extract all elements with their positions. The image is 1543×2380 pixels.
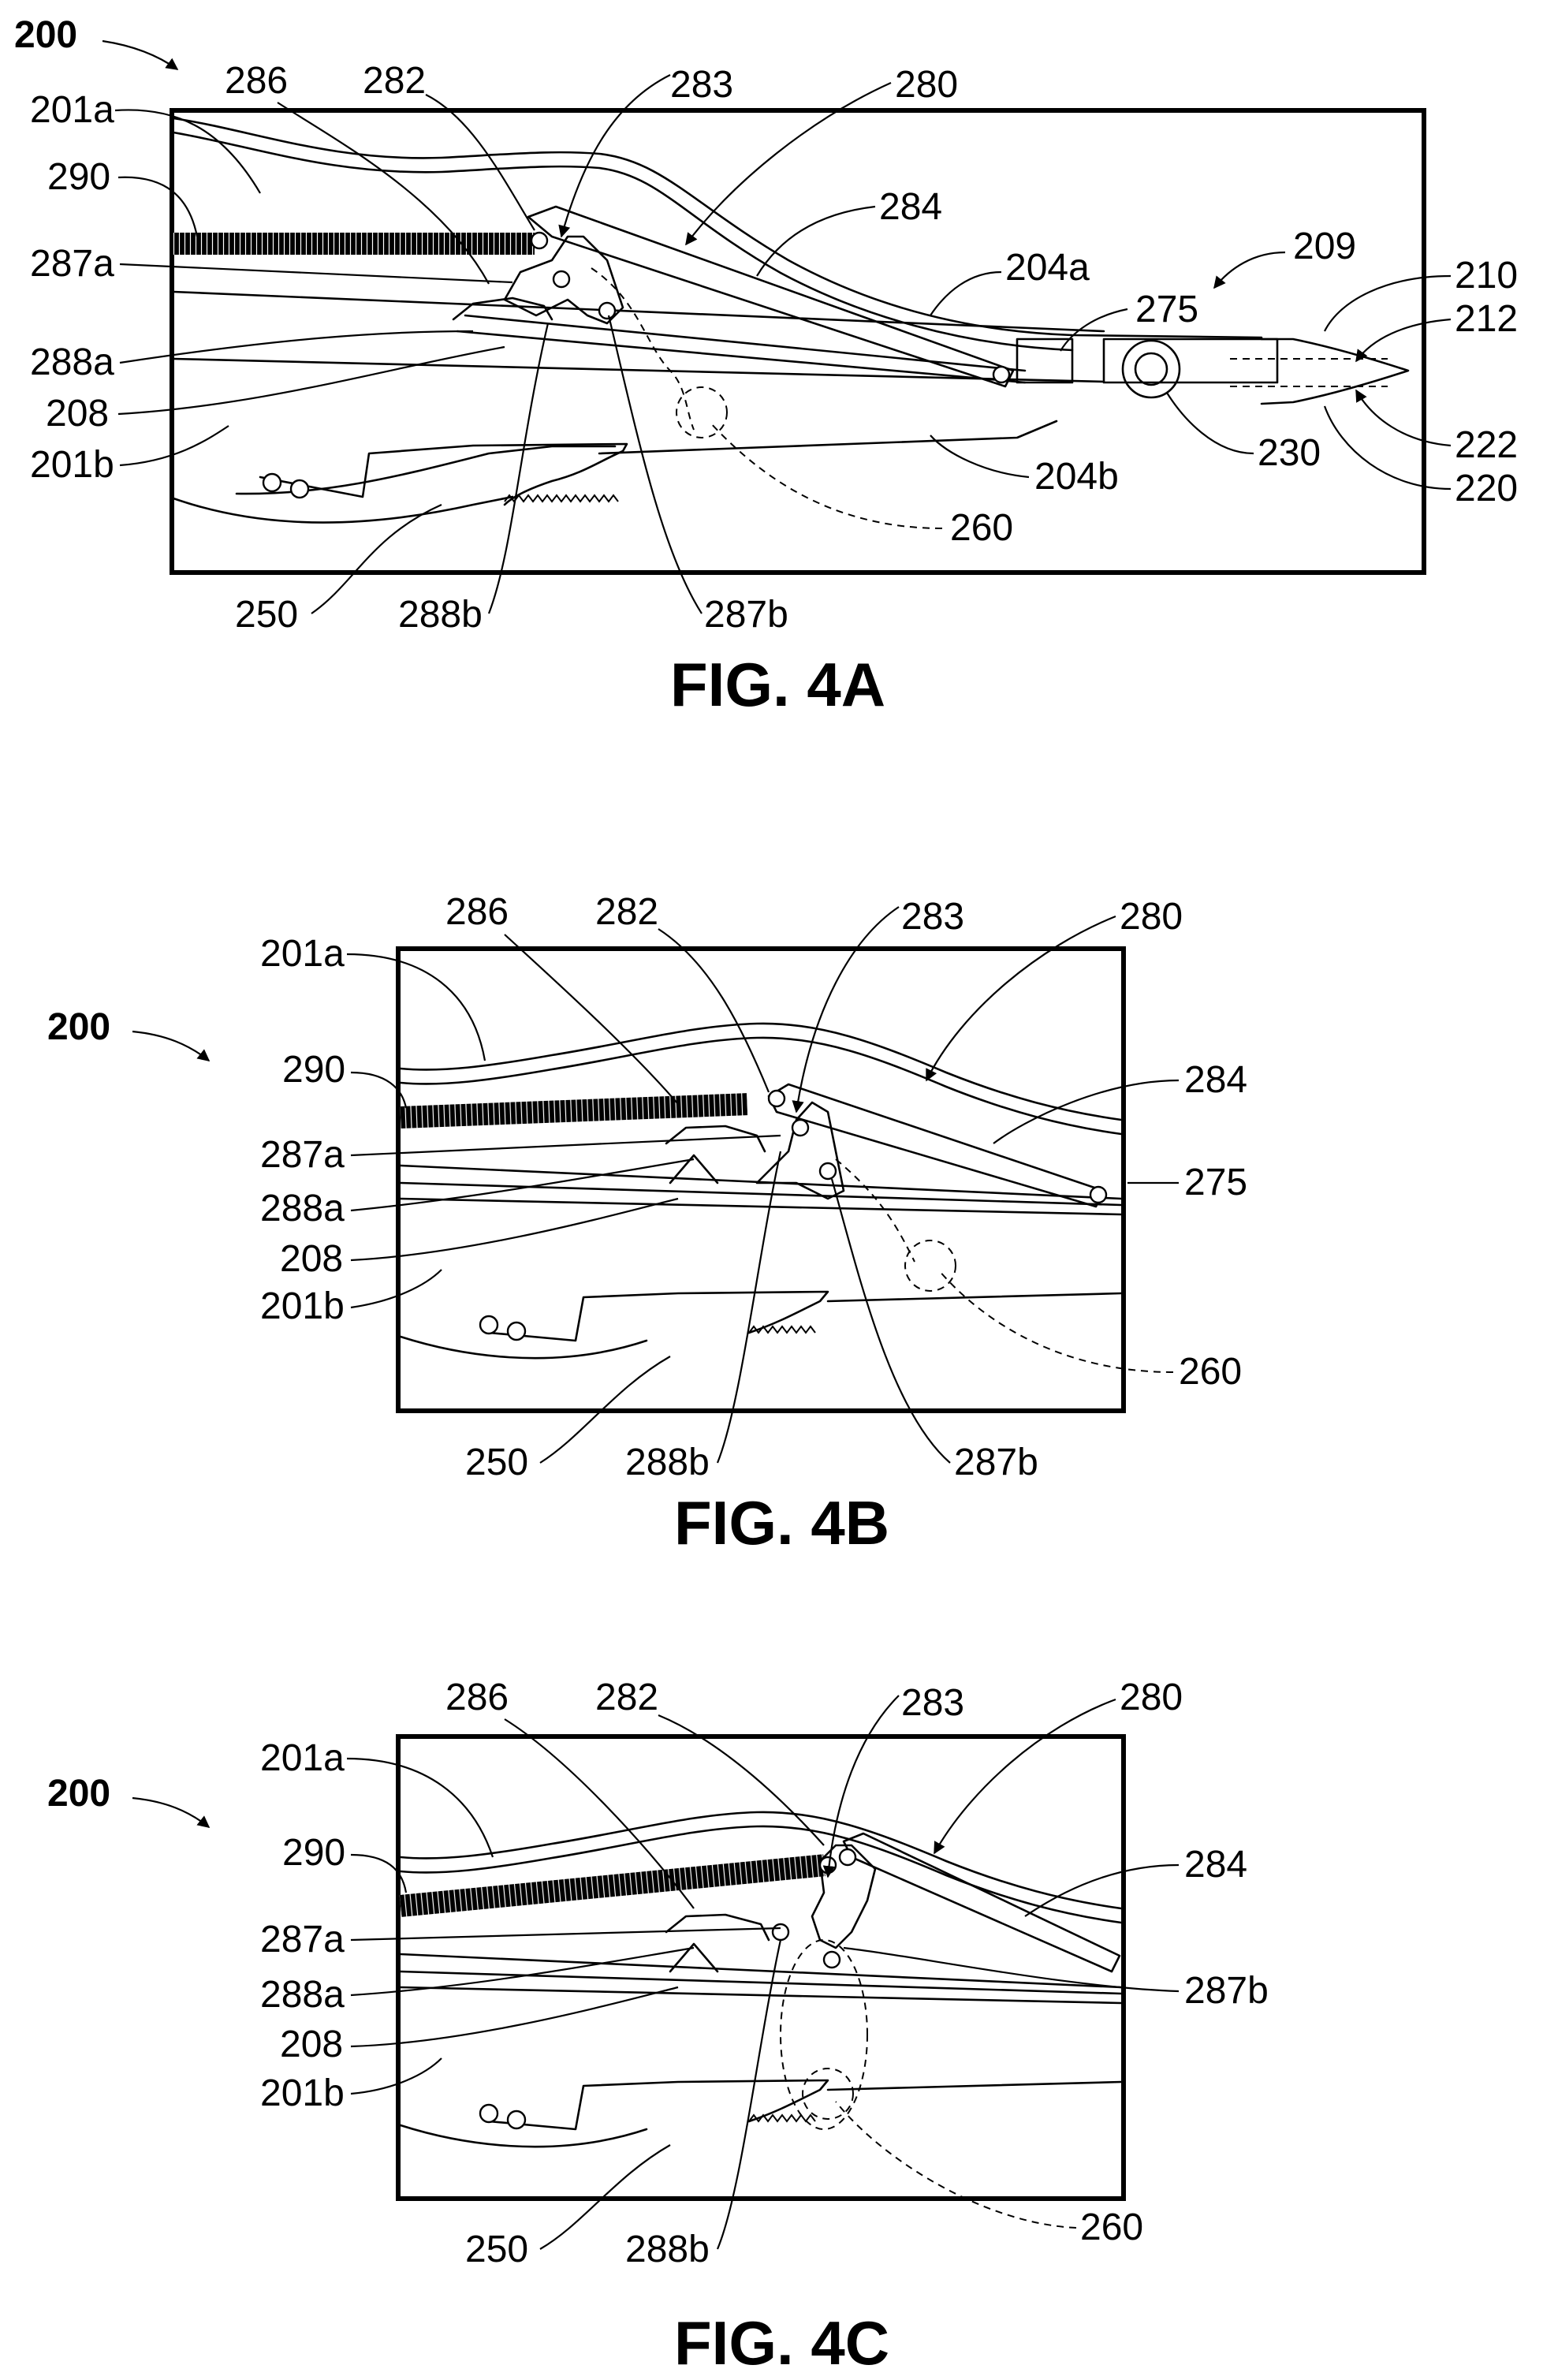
label-275: 275	[1135, 289, 1198, 330]
label-288b: 288b	[398, 594, 483, 636]
label-201a: 201a	[30, 89, 114, 131]
spring-290-b	[400, 1093, 748, 1128]
label-287b: 287b	[704, 594, 788, 636]
figure-4a: 200 201a 290 287a 288a 208 201b 286 282 …	[14, 14, 1518, 719]
spring-290-c	[399, 1854, 826, 1917]
label-280: 280	[895, 64, 958, 106]
label-209: 209	[1293, 226, 1356, 267]
caption-fig-4c: FIG. 4C	[674, 2308, 889, 2378]
ref-200-a: 200	[14, 14, 77, 56]
figure-4b-frame	[396, 946, 1126, 1413]
label-282-c: 282	[595, 1677, 658, 1718]
label-290: 290	[47, 156, 110, 198]
label-250-b: 250	[465, 1442, 528, 1483]
label-287a: 287a	[30, 243, 114, 285]
label-204b: 204b	[1034, 456, 1119, 498]
figure-4a-drawing	[172, 117, 1410, 524]
label-288a-c: 288a	[260, 1974, 345, 2016]
label-284: 284	[879, 186, 942, 228]
label-288b-c: 288b	[625, 2229, 710, 2270]
label-283: 283	[670, 64, 733, 106]
label-208-c: 208	[280, 2024, 343, 2065]
figure-4a-frame	[170, 108, 1426, 575]
label-250: 250	[235, 594, 298, 636]
label-283-c: 283	[901, 1682, 964, 1724]
label-287a-c: 287a	[260, 1919, 345, 1960]
label-222: 222	[1455, 424, 1518, 466]
label-260: 260	[950, 507, 1013, 549]
label-275-b: 275	[1184, 1162, 1247, 1203]
label-250-c: 250	[465, 2229, 528, 2270]
figure-4b-drawing	[399, 1022, 1123, 1360]
label-287b-c: 287b	[1184, 1970, 1269, 2012]
spring-290	[172, 233, 535, 255]
figure-4c-drawing	[399, 1811, 1123, 2148]
label-201a-c: 201a	[260, 1737, 345, 1779]
label-260-c: 260	[1080, 2207, 1143, 2248]
label-290-b: 290	[282, 1049, 345, 1091]
figure-4b: 200 201a 290 287a 288a 208 201b 286 282 …	[47, 891, 1247, 1557]
label-220: 220	[1455, 468, 1518, 509]
label-286-b: 286	[445, 891, 509, 933]
ref-200-b: 200	[47, 1006, 110, 1048]
label-210: 210	[1455, 255, 1518, 297]
label-208: 208	[46, 393, 109, 435]
label-208-b: 208	[280, 1238, 343, 1280]
label-286-c: 286	[445, 1677, 509, 1718]
caption-fig-4a: FIG. 4A	[670, 650, 885, 719]
label-204a: 204a	[1005, 247, 1090, 289]
label-290-c: 290	[282, 1832, 345, 1874]
label-287a-b: 287a	[260, 1134, 345, 1176]
label-280-c: 280	[1120, 1677, 1183, 1718]
label-260-b: 260	[1179, 1351, 1242, 1393]
label-201b-b: 201b	[260, 1285, 345, 1327]
label-201b-c: 201b	[260, 2072, 345, 2114]
label-283-b: 283	[901, 896, 964, 938]
label-201a-b: 201a	[260, 933, 345, 975]
label-282: 282	[363, 60, 426, 102]
label-284-c: 284	[1184, 1844, 1247, 1886]
label-288a: 288a	[30, 341, 114, 383]
label-288b-b: 288b	[625, 1442, 710, 1483]
ref-200-c: 200	[47, 1773, 110, 1815]
label-280-b: 280	[1120, 896, 1183, 938]
figure-4c: 200 201a 290 287a 288a 208 201b 286 282 …	[47, 1677, 1269, 2378]
figure-4c-frame	[396, 1734, 1126, 2201]
label-287b-b: 287b	[954, 1442, 1038, 1483]
label-282-b: 282	[595, 891, 658, 933]
label-286: 286	[225, 60, 288, 102]
label-284-b: 284	[1184, 1059, 1247, 1101]
label-201b: 201b	[30, 444, 114, 486]
caption-fig-4b: FIG. 4B	[674, 1488, 889, 1557]
label-212: 212	[1455, 298, 1518, 340]
label-230: 230	[1258, 432, 1321, 474]
label-288a-b: 288a	[260, 1188, 345, 1229]
